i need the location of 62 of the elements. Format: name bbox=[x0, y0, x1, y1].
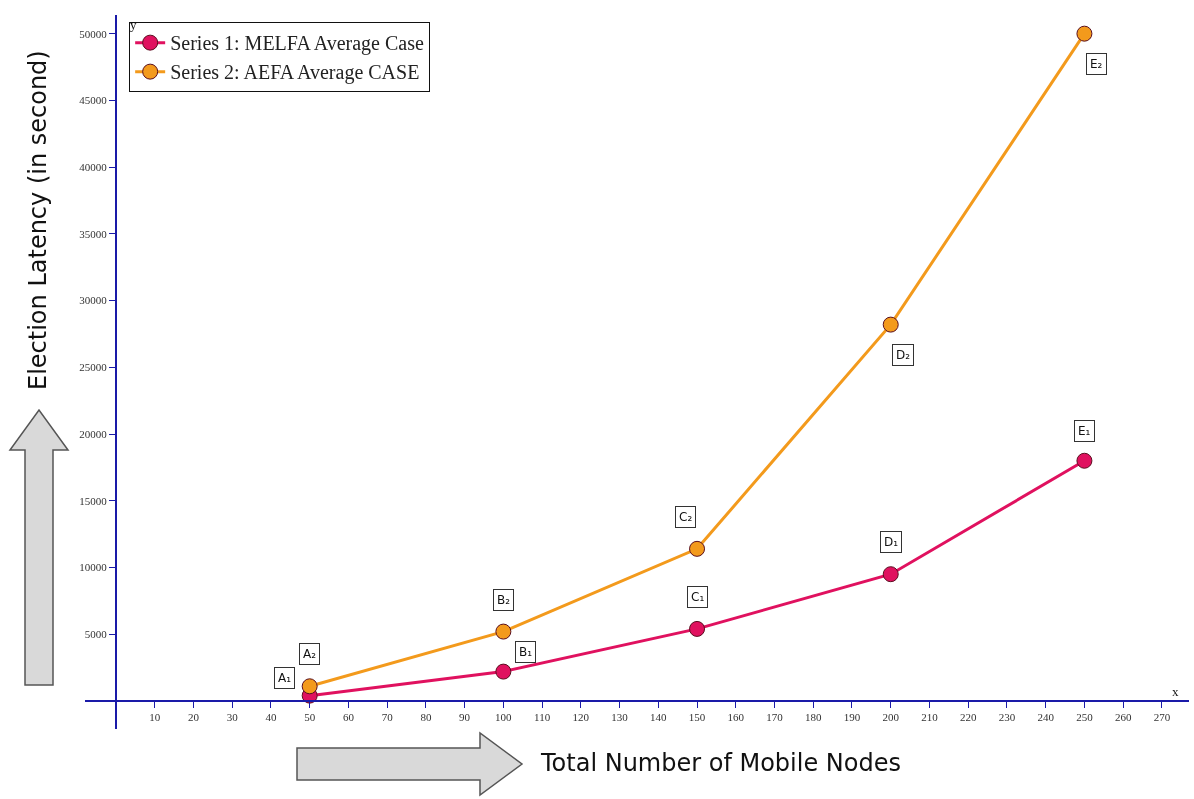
x-tick-label: 60 bbox=[342, 711, 355, 724]
point bbox=[882, 316, 899, 333]
x-tick-label: 250 bbox=[1076, 711, 1094, 724]
y-axis-title: Election Latency (in second) bbox=[24, 50, 52, 390]
annotation: x bbox=[1172, 684, 1179, 699]
y-tick-label: 40000 bbox=[79, 160, 108, 173]
x-tick-label: 260 bbox=[1114, 711, 1132, 724]
x-tick-label: 190 bbox=[843, 711, 861, 724]
annotation: y bbox=[130, 17, 137, 32]
point bbox=[301, 678, 318, 695]
annotation: B₂ bbox=[497, 593, 511, 607]
x-tick-label: 160 bbox=[727, 711, 745, 724]
x-tick-label: 110 bbox=[534, 711, 551, 724]
annotation: E₂ bbox=[1090, 57, 1103, 71]
legend-label: Series 2: AEFA Average CASE bbox=[170, 61, 420, 85]
annotation: C₁ bbox=[691, 590, 705, 604]
y-tick-label: 20000 bbox=[79, 427, 108, 440]
legend-label: Series 1: MELFA Average Case bbox=[170, 32, 424, 56]
x-tick-label: 150 bbox=[688, 711, 706, 724]
x-tick-label: 140 bbox=[650, 711, 668, 724]
x-tick-label: 120 bbox=[572, 711, 590, 724]
x-tick-label: 130 bbox=[611, 711, 629, 724]
annotation: E₁ bbox=[1078, 424, 1091, 438]
y-tick-label: 30000 bbox=[79, 294, 108, 307]
x-tick-label: 20 bbox=[187, 711, 200, 724]
x-tick-label: 70 bbox=[381, 711, 394, 724]
x-tick-label: 210 bbox=[921, 711, 939, 724]
point bbox=[689, 540, 706, 557]
x-tick-label: 270 bbox=[1153, 711, 1171, 724]
point bbox=[1076, 25, 1093, 42]
y-tick-label: 35000 bbox=[79, 227, 108, 240]
x-tick-label: 220 bbox=[959, 711, 977, 724]
point bbox=[1076, 452, 1093, 469]
y-tick-label: 50000 bbox=[79, 27, 108, 40]
annotation: A₁ bbox=[278, 671, 292, 685]
annotation: C₂ bbox=[679, 510, 693, 524]
x-tick-label: 50 bbox=[304, 711, 316, 724]
x-tick-label: 200 bbox=[882, 711, 900, 724]
annotation: A₂ bbox=[303, 647, 317, 661]
y-tick-label: 10000 bbox=[79, 561, 108, 574]
y-tick-label: 45000 bbox=[79, 94, 108, 107]
x-tick-label: 230 bbox=[998, 711, 1016, 724]
y-tick-label: 5000 bbox=[84, 628, 108, 641]
y-tick-label: 15000 bbox=[79, 494, 108, 507]
x-axis-title: Total Number of Mobile Nodes bbox=[540, 749, 901, 777]
annotation: D₂ bbox=[896, 348, 911, 362]
x-tick-label: 90 bbox=[459, 711, 471, 724]
point bbox=[689, 620, 706, 637]
x-tick-label: 30 bbox=[226, 711, 239, 724]
x-tick-label: 170 bbox=[766, 711, 784, 724]
point bbox=[495, 623, 512, 640]
point bbox=[882, 566, 899, 583]
x-tick-label: 100 bbox=[495, 711, 513, 724]
x-tick-label: 240 bbox=[1037, 711, 1055, 724]
annotation: D₁ bbox=[884, 535, 899, 549]
x-tick-label: 80 bbox=[420, 711, 432, 724]
x-tick-label: 10 bbox=[149, 711, 161, 724]
y-tick-label: 25000 bbox=[79, 361, 108, 374]
x-tick-label: 40 bbox=[265, 711, 277, 724]
point bbox=[495, 663, 512, 680]
annotation: B₁ bbox=[519, 645, 533, 659]
x-tick-label: 180 bbox=[805, 711, 822, 724]
